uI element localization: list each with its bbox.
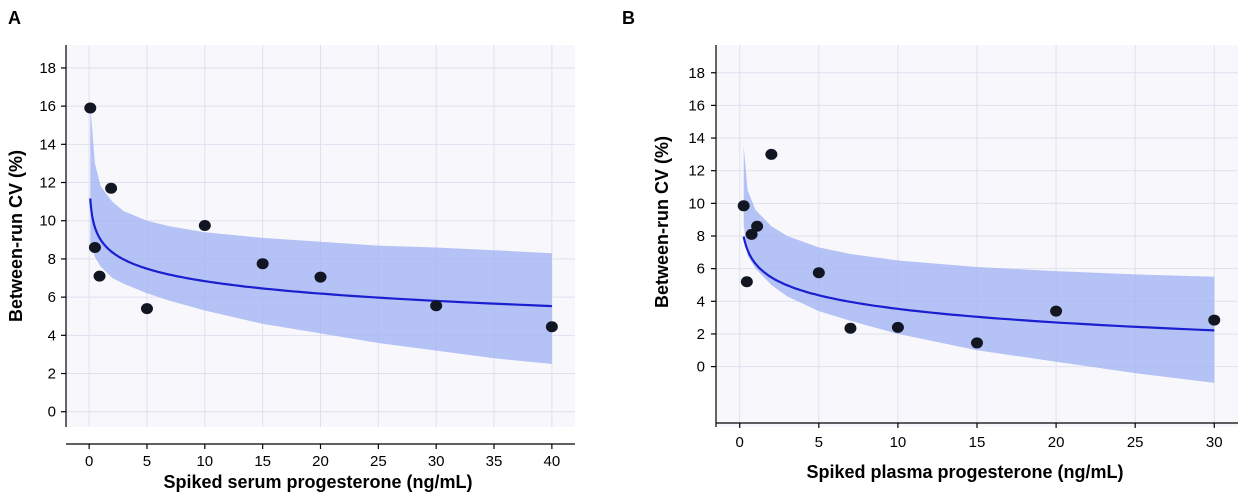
data-point-b-10	[1208, 314, 1221, 326]
y-tick-label-a-7: 14	[39, 136, 56, 153]
fit-curve-b	[742, 236, 1215, 332]
y-tick-label-b-3: 6	[697, 261, 705, 278]
data-point-a-7	[314, 271, 327, 283]
x-tick-label-b-6: 30	[1206, 434, 1223, 451]
x-ticks-a: 0 5 10 15 20 25 30 35 40	[85, 444, 560, 470]
y-tick-label-a-6: 12	[39, 175, 56, 192]
y-tick-label-a-9: 18	[39, 60, 56, 77]
data-point-a-1	[88, 241, 101, 253]
data-point-a-5	[198, 219, 211, 231]
x-tick-label-b-3: 15	[969, 434, 986, 451]
data-point-a-4	[140, 303, 153, 315]
data-point-a-2	[93, 270, 106, 282]
y-tick-label-b-5: 10	[688, 195, 705, 212]
data-point-a-0	[84, 102, 97, 114]
y-ticks-b: 0 2 4 6 8 10 12 14 16 18	[688, 65, 716, 376]
data-point-b-1	[740, 276, 753, 288]
panel-label-b: B	[622, 8, 635, 28]
x-tick-label-b-4: 20	[1048, 434, 1065, 451]
x-tick-label-b-0: 0	[736, 434, 744, 451]
x-tick-label-a-4: 20	[312, 453, 329, 470]
y-tick-label-b-4: 8	[697, 228, 705, 245]
data-point-a-9	[545, 321, 558, 333]
x-ticks-b: 0 5 10 15 20 25 30	[736, 423, 1223, 451]
data-points-a	[84, 102, 558, 333]
gridlines-a	[66, 45, 575, 427]
y-tick-label-a-3: 6	[48, 289, 56, 306]
y-tick-label-a-2: 4	[48, 327, 56, 344]
data-point-a-6	[256, 258, 269, 270]
x-axis-title-a: Spiked serum progesterone (ng/mL)	[163, 472, 472, 492]
data-point-b-6	[844, 322, 857, 334]
y-tick-label-a-4: 8	[48, 251, 56, 268]
data-point-b-2	[745, 228, 758, 240]
data-point-b-3	[751, 220, 764, 232]
y-tick-label-b-7: 14	[688, 130, 705, 147]
y-tick-label-a-1: 2	[48, 366, 56, 383]
chart-panel-a: A 0 2 4 6 8 10 12 14 16 18 0 5 10 15 20 25 30 35 40 Spike…	[6, 8, 575, 492]
panel-label-a: A	[8, 8, 21, 28]
x-tick-label-a-1: 5	[143, 453, 151, 470]
confidence-band-a	[90, 106, 552, 364]
data-point-a-8	[430, 300, 443, 312]
y-tick-label-b-2: 4	[697, 293, 705, 310]
data-point-b-0	[737, 200, 750, 212]
y-tick-label-a-5: 10	[39, 213, 56, 230]
y-tick-label-b-8: 16	[688, 97, 705, 114]
data-point-b-5	[812, 267, 825, 279]
data-points-b	[737, 148, 1221, 349]
data-point-b-4	[765, 148, 778, 160]
y-tick-label-b-9: 18	[688, 65, 705, 82]
x-tick-label-a-2: 10	[196, 453, 213, 470]
x-tick-label-a-5: 25	[370, 453, 387, 470]
y-tick-label-b-1: 2	[697, 326, 705, 343]
y-tick-label-a-0: 0	[48, 404, 56, 421]
x-tick-label-b-1: 5	[815, 434, 823, 451]
fit-curve-a	[89, 198, 552, 308]
x-axis-title-b: Spiked plasma progesterone (ng/mL)	[806, 462, 1123, 482]
data-point-b-8	[971, 337, 983, 349]
x-tick-label-a-3: 15	[254, 453, 271, 470]
data-point-b-7	[891, 321, 904, 333]
data-point-b-9	[1050, 305, 1063, 317]
y-tick-label-b-6: 12	[688, 163, 705, 180]
x-tick-label-a-8: 40	[544, 453, 561, 470]
x-tick-label-a-7: 35	[486, 453, 503, 470]
y-axis-title-b: Between-run CV (%)	[652, 136, 672, 308]
data-point-a-3	[105, 182, 118, 194]
y-tick-label-b-0: 0	[697, 359, 705, 376]
x-tick-label-b-5: 25	[1127, 434, 1144, 451]
y-tick-label-a-8: 16	[39, 98, 56, 115]
x-tick-label-a-6: 30	[428, 453, 445, 470]
y-axis-title-a: Between-run CV (%)	[6, 150, 26, 322]
x-tick-label-a-0: 0	[85, 453, 93, 470]
chart-panel-b: B 0 2 4 6 8 10 12 14 16 18 0 5 10 15 20 25 30 Spiked pl…	[622, 8, 1238, 482]
y-ticks-a: 0 2 4 6 8 10 12 14 16 18	[39, 60, 66, 421]
x-tick-label-b-2: 10	[890, 434, 907, 451]
